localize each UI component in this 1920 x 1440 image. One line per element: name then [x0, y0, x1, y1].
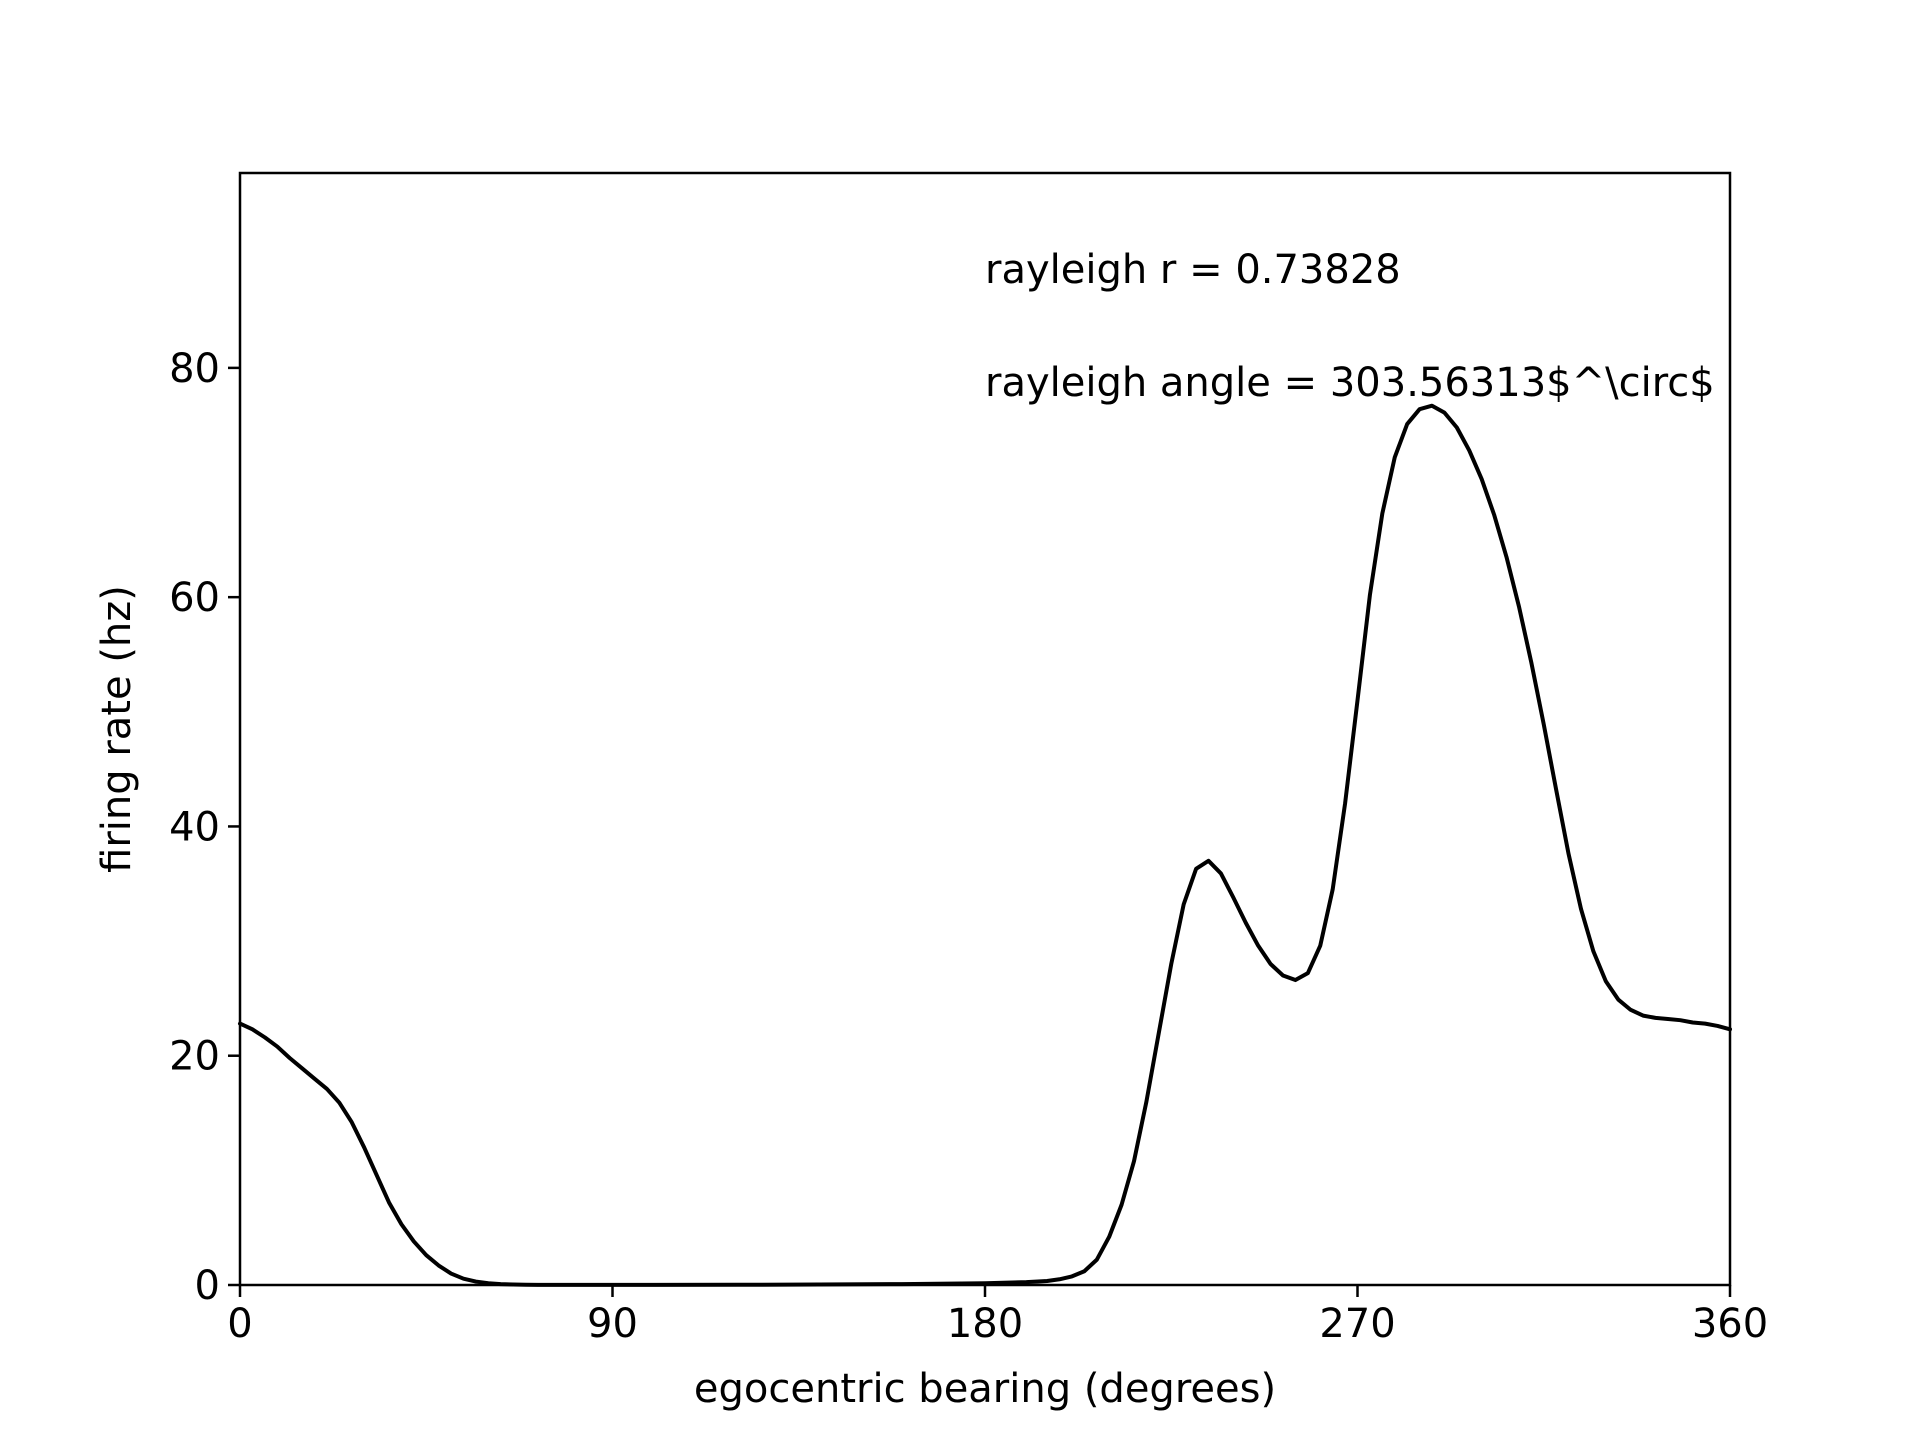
x-tick-label-0: 0: [227, 1301, 252, 1347]
y-tick-label-80: 80: [169, 346, 220, 392]
annotation-rayleigh-angle: rayleigh angle = 303.56313$^\circ$: [985, 360, 1715, 406]
y-axis-ticks: 0 20 40 60 80: [169, 346, 240, 1309]
series-line-firing-rate: [238, 403, 1732, 1287]
x-axis-ticks: 0 90 180 270 360: [227, 1285, 1768, 1347]
annotation-rayleigh-r: rayleigh r = 0.73828: [985, 247, 1401, 293]
y-tick-label-60: 60: [169, 575, 220, 621]
y-tick-label-20: 20: [169, 1034, 220, 1080]
y-tick-label-0: 0: [195, 1263, 220, 1309]
x-tick-label-360: 360: [1692, 1301, 1768, 1347]
x-axis-label: egocentric bearing (degrees): [694, 1366, 1276, 1412]
x-tick-label-180: 180: [947, 1301, 1023, 1347]
x-tick-label-270: 270: [1319, 1301, 1395, 1347]
y-tick-label-40: 40: [169, 804, 220, 850]
x-tick-label-90: 90: [587, 1301, 638, 1347]
y-axis-label: firing rate (hz): [94, 585, 140, 873]
plot-area: [238, 403, 1732, 1287]
